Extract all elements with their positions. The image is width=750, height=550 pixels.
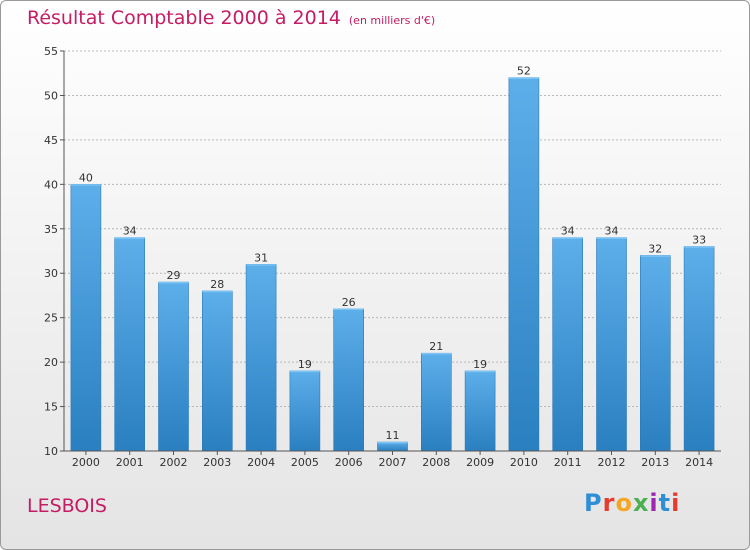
x-tick-label: 2005 — [291, 456, 319, 469]
bar — [639, 255, 671, 452]
x-tick-label: 2007 — [379, 456, 407, 469]
place-name: LESBOIS — [27, 495, 107, 517]
y-tick-label: 20 — [44, 356, 58, 369]
bar — [289, 370, 321, 452]
axes: 10 15 20 25 30 35 40 45 50 55 2000 2001 2002 2003 2004… — [44, 45, 721, 469]
x-tick-label: 2006 — [335, 456, 363, 469]
proxiti-logo[interactable]: Proxiti — [584, 489, 680, 517]
y-tick-label: 50 — [44, 89, 58, 102]
x-tick-label: 2012 — [598, 456, 626, 469]
chart-subtitle: (en milliers d'€) — [348, 14, 436, 27]
bar-value-label: 19 — [298, 358, 312, 371]
logo-letter: t — [658, 489, 672, 517]
x-tick-label: 2011 — [554, 456, 582, 469]
bar-value-label: 34 — [605, 225, 619, 238]
bar-value-label: 34 — [123, 225, 137, 238]
bar — [70, 184, 102, 452]
bar-value-label: 26 — [342, 296, 356, 309]
bar-value-label: 28 — [210, 278, 224, 291]
bar — [202, 290, 233, 452]
y-tick-label: 45 — [44, 134, 58, 147]
y-tick-label: 30 — [44, 267, 58, 280]
bar — [552, 237, 584, 452]
y-tick-label: 15 — [44, 401, 58, 414]
bar — [114, 237, 145, 452]
logo-letter: P — [584, 489, 603, 517]
bar — [377, 441, 408, 452]
x-tick-label: 2000 — [72, 456, 100, 469]
x-tick-label: 2010 — [510, 456, 538, 469]
chart-title: Résultat Comptable 2000 à 2014 — [27, 7, 341, 29]
bar — [245, 264, 277, 452]
bars: 40 34 29 28 31 19 26 11 21 19 52 34 34 32 33 — [70, 65, 715, 452]
bar-value-label: 29 — [167, 269, 181, 282]
bar — [420, 352, 452, 452]
bar-value-label: 40 — [79, 171, 93, 184]
y-tick-label: 10 — [44, 445, 58, 458]
bar-value-label: 52 — [517, 65, 531, 78]
bar-value-label: 31 — [254, 251, 268, 264]
x-tick-label: 2003 — [203, 456, 231, 469]
bar-value-label: 21 — [429, 340, 443, 353]
x-tick-label: 2002 — [160, 456, 188, 469]
bar — [596, 237, 627, 452]
bar-value-label: 19 — [473, 358, 487, 371]
y-tick-label: 35 — [44, 223, 58, 236]
bar — [464, 370, 496, 452]
x-tick-label: 2008 — [422, 456, 450, 469]
bar-value-label: 34 — [561, 225, 575, 238]
logo-letter: r — [602, 489, 616, 517]
title-block: Résultat Comptable 2000 à 2014 (en millie… — [27, 7, 435, 29]
logo-letter: x — [632, 489, 650, 517]
bar — [158, 281, 189, 452]
x-tick-label: 2009 — [466, 456, 494, 469]
logo-letter: i — [649, 489, 659, 517]
bar-value-label: 11 — [386, 429, 400, 442]
bar — [333, 308, 365, 452]
x-tick-label: 2013 — [641, 456, 669, 469]
x-tick-label: 2001 — [116, 456, 144, 469]
y-tick-label: 40 — [44, 178, 58, 191]
bar-value-label: 32 — [648, 242, 662, 255]
x-tick-label: 2004 — [247, 456, 275, 469]
bar — [508, 77, 540, 452]
bar-value-label: 33 — [692, 234, 706, 247]
x-tick-label: 2014 — [685, 456, 713, 469]
logo-letter: o — [615, 489, 633, 517]
y-tick-label: 55 — [44, 45, 58, 58]
y-tick-label: 25 — [44, 312, 58, 325]
bar — [683, 246, 715, 452]
logo-letter: i — [671, 489, 681, 517]
